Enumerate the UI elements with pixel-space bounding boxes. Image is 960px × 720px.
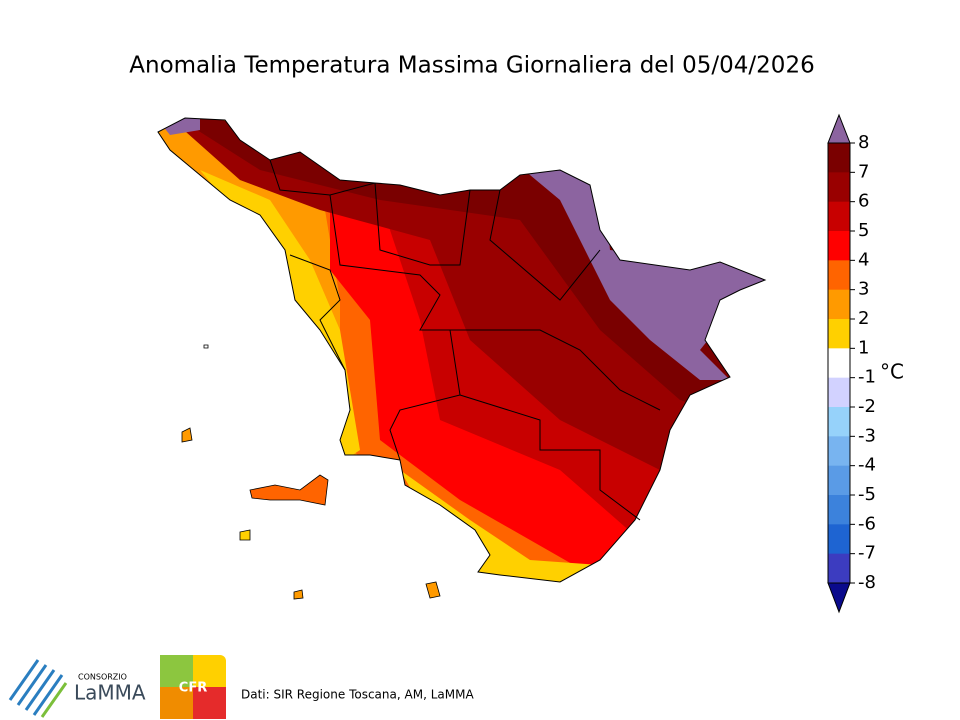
lamma-name: LaMMA — [74, 681, 146, 705]
colorbar-band — [828, 436, 850, 467]
colorbar-band — [828, 143, 850, 173]
colorbar-band — [828, 377, 850, 408]
colorbar-tick-label: -1 — [858, 367, 876, 388]
colorbar: 8 7 6 5 4 3 2 1 -1 -2 -3 -4 -5 -6 -7 -8 — [827, 113, 876, 614]
colorbar-tick-label: 1 — [858, 337, 869, 358]
colorbar-band — [828, 231, 850, 261]
colorbar-tick-label: -2 — [858, 396, 876, 417]
borders — [157, 117, 767, 583]
colorbar-band — [828, 495, 850, 525]
colorbar-band — [828, 172, 850, 203]
colorbar-tick-label: 4 — [858, 249, 869, 270]
colorbar-tick-label: 5 — [858, 220, 869, 241]
colorbar-band — [828, 465, 850, 496]
colorbar-band — [828, 289, 850, 320]
title: Anomalia Temperatura Massima Giornaliera… — [129, 53, 814, 79]
colorbar-tick-label: -6 — [858, 513, 876, 534]
colorbar-tick-label: -5 — [858, 484, 876, 505]
colorbar-tick-label: -3 — [858, 425, 876, 446]
colorbar-frame — [827, 142, 851, 584]
colorbar-tick-label: 2 — [858, 308, 869, 329]
lamma-logo: CONSORZIO LaMMA — [8, 659, 146, 718]
source: Dati: SIR Regione Toscana, AM, LaMMA — [241, 688, 474, 702]
colorbar-tick-label: 3 — [858, 279, 869, 300]
colorbar-band — [828, 260, 850, 291]
islands — [181, 344, 441, 600]
colorbar-band — [828, 201, 850, 232]
colorbar-tick-label: 7 — [858, 161, 869, 182]
colorbar-band — [828, 524, 850, 555]
colorbar-band — [828, 319, 850, 349]
cfr-logo: CFR — [160, 655, 226, 719]
colorbar-over — [827, 113, 851, 144]
colorbar-band — [828, 348, 850, 379]
colorbar-band — [828, 553, 850, 584]
colorbar-band — [828, 407, 850, 437]
colorbar-tick-label: 8 — [858, 132, 869, 153]
colorbar-tick-label: -4 — [858, 455, 876, 476]
tuscany-map — [158, 118, 765, 582]
cfr-text: CFR — [179, 681, 207, 696]
colorbar-tick-label: -7 — [858, 543, 876, 564]
colorbar-tick-label: 6 — [858, 191, 869, 212]
colorbar-tick-label: -8 — [858, 572, 876, 593]
colorbar-unit: °C — [880, 360, 904, 384]
lamma-consorzio: CONSORZIO — [78, 673, 127, 682]
colorbar-under — [827, 582, 851, 614]
